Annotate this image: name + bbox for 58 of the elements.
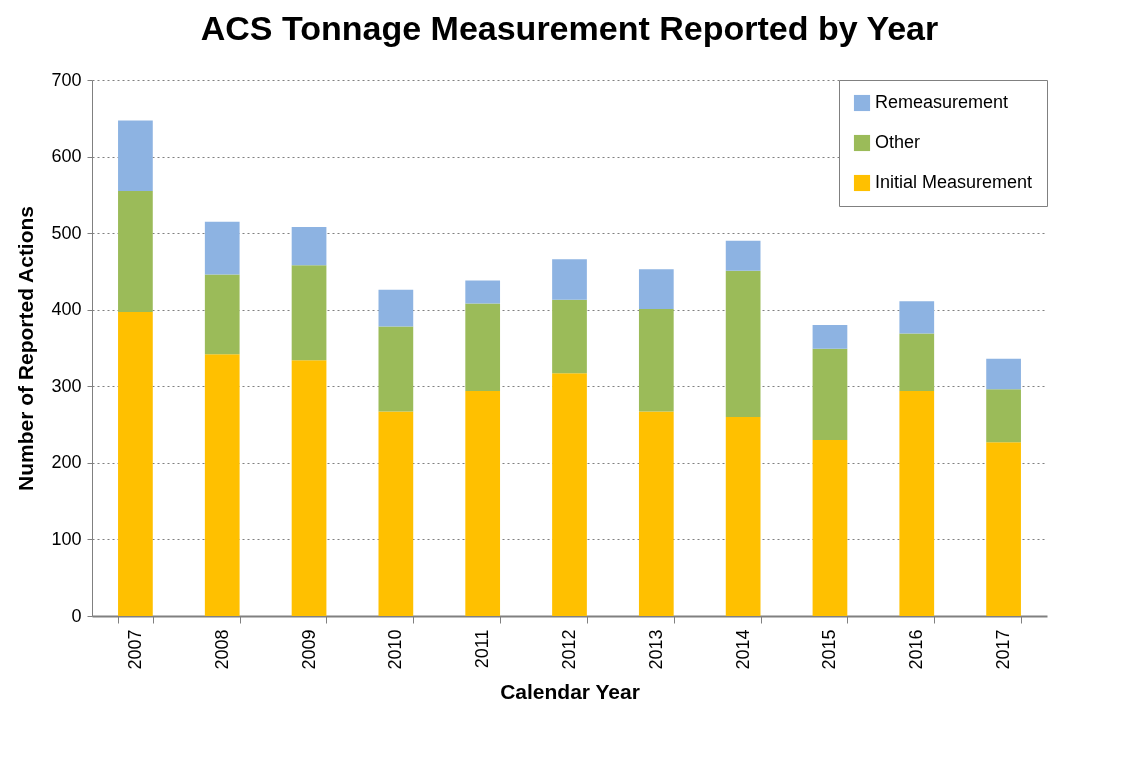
bar: [812, 348, 848, 440]
y-tick-label: 600: [51, 146, 82, 167]
bar: [986, 389, 1021, 443]
bar: [465, 303, 501, 391]
bar: [899, 333, 935, 391]
x-axis-title: Calendar Year: [500, 679, 640, 703]
x-tick-label: 2011: [472, 629, 493, 669]
legend-label: Remeasurement: [875, 92, 1009, 112]
x-tick-label: 2013: [645, 629, 666, 670]
bar: [552, 373, 587, 616]
bar: [552, 299, 587, 374]
bar: [118, 312, 153, 616]
y-tick-label: 500: [51, 222, 82, 243]
bar: [638, 269, 674, 309]
x-tick-label: 2009: [298, 629, 319, 670]
x-tick-label: 2012: [559, 629, 579, 670]
bar: [725, 240, 761, 271]
bar: [291, 227, 327, 266]
x-tick-label: 2014: [732, 629, 753, 670]
bar: [812, 439, 848, 616]
bar: [638, 411, 674, 616]
bar: [204, 221, 240, 275]
y-axis-title: Number of Reported Actions: [14, 205, 38, 492]
bar: [899, 390, 935, 616]
bar: [986, 442, 1021, 616]
bar: [638, 308, 674, 412]
bar: [204, 354, 240, 616]
legend-label: Other: [875, 132, 921, 152]
bar: [552, 259, 587, 300]
bar: [378, 411, 414, 616]
bar: [725, 416, 761, 616]
chart-title: ACS Tonnage Measurement Reported by Year: [200, 9, 939, 47]
x-tick-label: 2017: [993, 629, 1014, 670]
bar: [291, 360, 327, 616]
y-tick-label: 100: [51, 528, 82, 549]
bar: [465, 390, 501, 616]
x-tick-label: 2010: [385, 629, 406, 670]
bar: [725, 270, 761, 417]
bar: [118, 120, 153, 192]
bar: [465, 280, 501, 304]
bar: [204, 274, 240, 355]
x-tick-label: 2007: [124, 629, 145, 670]
y-tick-label: 400: [51, 299, 82, 320]
legend-label: Initial Measurement: [875, 172, 1033, 192]
bar: [812, 325, 848, 349]
bar: [291, 265, 327, 361]
x-tick-label: 2015: [819, 629, 840, 670]
y-tick-label: 700: [51, 69, 82, 90]
y-tick-label: 300: [51, 375, 82, 396]
y-tick-label: 200: [51, 452, 82, 473]
bar: [986, 358, 1021, 390]
x-tick-label: 2016: [906, 629, 927, 670]
bar: [899, 301, 935, 334]
y-tick-label: 0: [71, 605, 82, 626]
bar: [378, 289, 414, 327]
bar: [118, 191, 153, 313]
x-tick-label: 2008: [211, 629, 232, 670]
bar: [378, 326, 414, 412]
